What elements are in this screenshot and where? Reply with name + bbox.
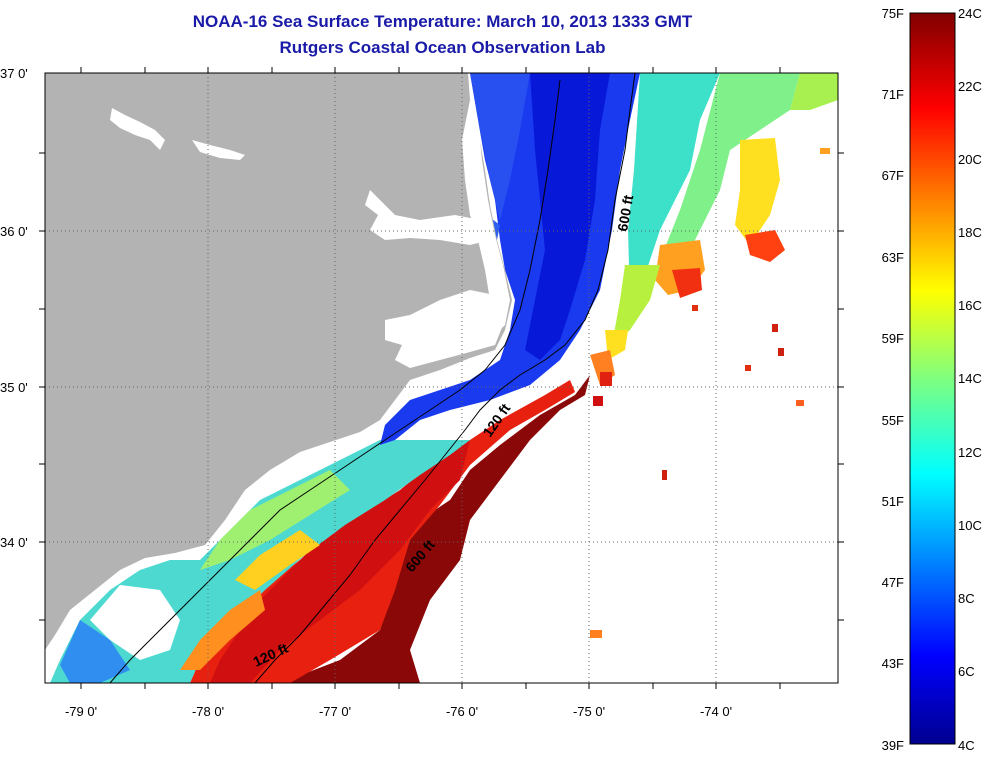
colorbar-fahrenheit-labels: 75F 71F 67F 63F 59F 55F 51F 47F 43F 39F: [882, 6, 904, 753]
map-frame: [44, 72, 839, 684]
colorbar-frame: [909, 12, 956, 745]
colorbar-c-label: 18C: [958, 225, 982, 240]
colorbar-f-label: 51F: [882, 494, 904, 509]
colorbar-c-label: 22C: [958, 79, 982, 94]
longitude-labels: -79 0' -78 0' -77 0' -76 0' -75 0' -74 0…: [65, 704, 732, 719]
latitude-labels: 37 0' 36 0' 35 0' 34 0': [0, 66, 28, 550]
colorbar-c-label: 20C: [958, 152, 982, 167]
colorbar-f-label: 75F: [882, 6, 904, 21]
estuaries: [110, 100, 510, 368]
lon-label: -74 0': [700, 704, 732, 719]
lon-label: -76 0': [446, 704, 478, 719]
colorbar-f-label: 67F: [882, 168, 904, 183]
colorbar-c-label: 8C: [958, 591, 975, 606]
colorbar: 75F 71F 67F 63F 59F 55F 51F 47F 43F 39F …: [882, 6, 982, 753]
colorbar-c-label: 10C: [958, 518, 982, 533]
colorbar-f-label: 43F: [882, 656, 904, 671]
contour-label: 600 ft: [614, 193, 636, 232]
map-subtitle: Rutgers Coastal Ocean Observation Lab: [279, 38, 606, 57]
offshore-sst-patches: [590, 73, 838, 638]
lon-label: -78 0': [192, 704, 224, 719]
map-ticks: [39, 67, 844, 689]
colorbar-ramp: [910, 13, 955, 744]
shelf-water: [50, 440, 470, 683]
colorbar-c-label: 6C: [958, 664, 975, 679]
colorbar-c-label: 14C: [958, 371, 982, 386]
colorbar-f-label: 71F: [882, 87, 904, 102]
lat-label: 37 0': [0, 66, 28, 81]
isobath-contours: [109, 73, 636, 683]
colorbar-c-label: 4C: [958, 738, 975, 753]
map-title: NOAA-16 Sea Surface Temperature: March 1…: [192, 12, 693, 31]
colorbar-c-label: 16C: [958, 298, 982, 313]
colorbar-f-label: 55F: [882, 413, 904, 428]
lon-label: -75 0': [573, 704, 605, 719]
lat-label: 36 0': [0, 224, 28, 239]
lat-label: 35 0': [0, 380, 28, 395]
colorbar-celsius-labels: 24C 22C 20C 18C 16C 14C 12C 10C 8C 6C 4C: [958, 6, 982, 753]
colorbar-f-label: 47F: [882, 575, 904, 590]
colorbar-f-label: 59F: [882, 331, 904, 346]
lon-label: -79 0': [65, 704, 97, 719]
lat-label: 34 0': [0, 535, 28, 550]
map-plot-area: 600 ft 120 ft 600 ft 120 ft: [45, 73, 838, 683]
graticule: [45, 73, 838, 683]
colorbar-c-label: 24C: [958, 6, 982, 21]
colorbar-f-label: 63F: [882, 250, 904, 265]
lon-label: -77 0': [319, 704, 351, 719]
colorbar-f-label: 39F: [882, 738, 904, 753]
colorbar-c-label: 12C: [958, 445, 982, 460]
